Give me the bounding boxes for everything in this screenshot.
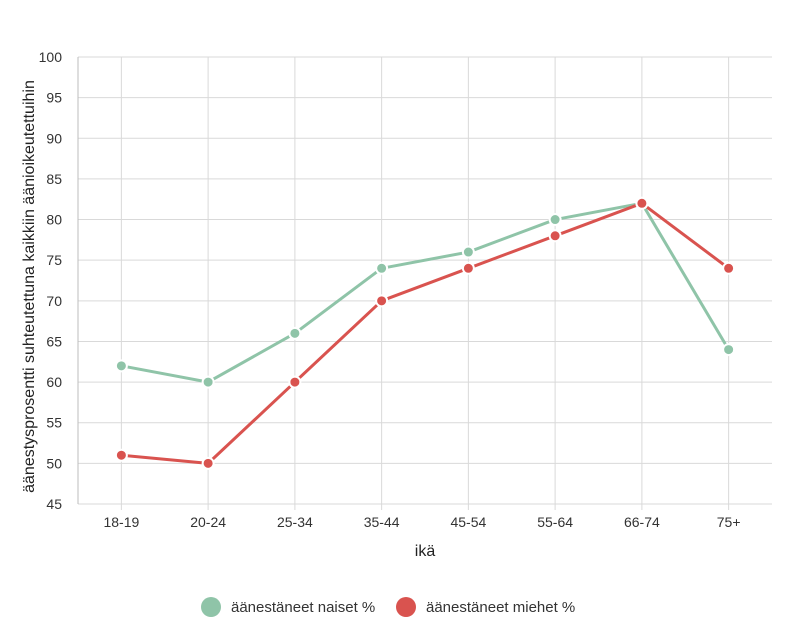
series-line-0 [121, 201, 730, 384]
point-s1-20-24[interactable] [201, 456, 215, 470]
point-s0-75+[interactable] [722, 343, 736, 357]
legend-swatch-miehet[interactable] [396, 597, 416, 617]
y-axis-tick-labels: 45 50 55 60 65 70 75 80 85 90 95 100 [39, 49, 63, 512]
point-s0-20-24[interactable] [201, 375, 215, 389]
x-tick-label-20-24: 20-24 [190, 514, 226, 530]
legend-label-naiset[interactable]: äänestäneet naiset % [231, 599, 375, 616]
point-s1-35-44[interactable] [375, 294, 389, 308]
y-tick-label-65: 65 [46, 333, 62, 349]
point-s0-18-19[interactable] [114, 359, 128, 373]
y-tick-label-75: 75 [46, 252, 62, 268]
y-tick-label-90: 90 [46, 130, 62, 146]
x-tick-label-55-64: 55-64 [537, 514, 573, 530]
y-tick-label-60: 60 [46, 374, 62, 390]
point-s1-75+[interactable] [722, 261, 736, 275]
point-s1-66-74[interactable] [635, 196, 649, 210]
legend-label-miehet[interactable]: äänestäneet miehet % [426, 599, 575, 616]
y-tick-label-100: 100 [39, 49, 63, 65]
y-tick-label-95: 95 [46, 90, 62, 106]
y-tick-label-55: 55 [46, 415, 62, 431]
x-tick-label-25-34: 25-34 [277, 514, 313, 530]
horizontal-gridlines [78, 56, 772, 505]
x-axis-tick-labels: 18-19 20-24 25-34 35-44 45-54 55-64 66-74 75+ [103, 514, 740, 530]
vertical-gridlines [77, 57, 730, 510]
x-tick-label-35-44: 35-44 [364, 514, 400, 530]
point-s0-25-34[interactable] [288, 326, 302, 340]
y-axis-title: äänestysprosentti suhteutettuna kaikkiin… [21, 80, 38, 493]
x-axis-title: ikä [415, 543, 436, 560]
x-tick-label-66-74: 66-74 [624, 514, 660, 530]
legend-swatch-naiset[interactable] [201, 597, 221, 617]
point-s1-25-34[interactable] [288, 375, 302, 389]
x-tick-label-45-54: 45-54 [450, 514, 486, 530]
point-s0-45-54[interactable] [461, 245, 475, 259]
legend: äänestäneet naiset % äänestäneet miehet … [201, 597, 575, 617]
series-points [114, 196, 736, 470]
y-tick-label-70: 70 [46, 293, 62, 309]
point-s0-35-44[interactable] [375, 261, 389, 275]
y-tick-label-80: 80 [46, 212, 62, 228]
point-s1-18-19[interactable] [114, 448, 128, 462]
x-tick-label-18-19: 18-19 [103, 514, 139, 530]
point-s1-45-54[interactable] [461, 261, 475, 275]
series-lines [121, 201, 730, 465]
y-tick-label-45: 45 [46, 496, 62, 512]
y-tick-label-50: 50 [46, 455, 62, 471]
y-tick-label-85: 85 [46, 171, 62, 187]
point-s0-55-64[interactable] [548, 213, 562, 227]
x-tick-label-75+: 75+ [717, 514, 741, 530]
point-s1-55-64[interactable] [548, 229, 562, 243]
series-line-1 [121, 201, 730, 465]
